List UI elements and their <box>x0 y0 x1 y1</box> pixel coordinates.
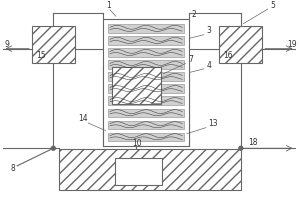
Text: 19: 19 <box>287 40 296 49</box>
Text: 5: 5 <box>270 1 275 10</box>
Text: 3: 3 <box>207 26 212 35</box>
Text: 8: 8 <box>11 164 15 173</box>
Bar <box>108 24 184 33</box>
Text: 2: 2 <box>191 10 196 19</box>
Text: 10: 10 <box>132 139 142 148</box>
Circle shape <box>51 146 55 150</box>
Text: 14: 14 <box>78 114 87 123</box>
Bar <box>108 72 184 81</box>
Text: 7: 7 <box>188 55 193 64</box>
Text: 9: 9 <box>4 40 9 49</box>
Bar <box>115 158 162 185</box>
Bar <box>59 149 241 190</box>
Bar <box>108 60 184 69</box>
Bar <box>108 36 184 45</box>
Bar <box>108 109 184 117</box>
Bar <box>108 96 184 105</box>
Bar <box>108 133 184 141</box>
Text: 16: 16 <box>223 51 233 60</box>
Text: 13: 13 <box>208 119 218 128</box>
Bar <box>32 26 75 63</box>
Bar <box>219 26 262 63</box>
Circle shape <box>239 146 243 150</box>
Text: 1: 1 <box>106 1 111 10</box>
Text: 4: 4 <box>207 61 212 70</box>
Bar <box>108 84 184 93</box>
Bar <box>103 19 189 146</box>
Bar <box>108 48 184 57</box>
Text: 15: 15 <box>36 51 45 60</box>
Bar <box>108 121 184 129</box>
Bar <box>112 67 161 104</box>
Text: 18: 18 <box>249 138 258 147</box>
